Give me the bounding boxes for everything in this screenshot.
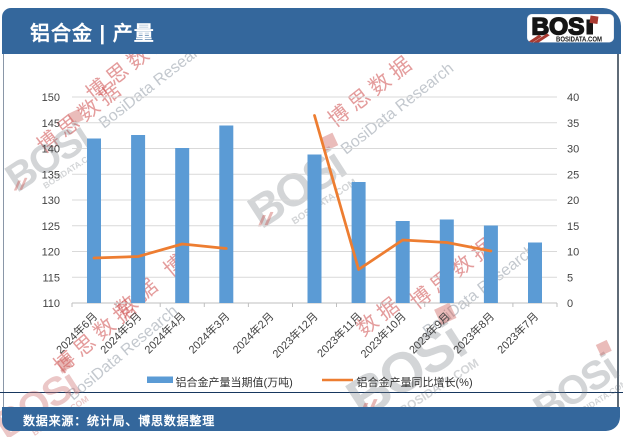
svg-text:150: 150 [42,92,60,104]
svg-text:110: 110 [42,298,60,310]
svg-text:30: 30 [567,144,579,156]
svg-text:0: 0 [567,298,573,310]
svg-text:5: 5 [567,272,573,284]
svg-text:145: 145 [42,118,60,130]
svg-text:10: 10 [567,247,579,259]
svg-text:15: 15 [567,221,579,233]
svg-text:铝合金产量当期值(万吨): 铝合金产量当期值(万吨) [176,375,293,389]
svg-text:35: 35 [567,118,579,130]
svg-text:120: 120 [42,247,60,259]
svg-text:25: 25 [567,169,579,181]
svg-text:BOSIDATA.COM: BOSIDATA.COM [556,35,602,44]
svg-text:铝合金产量同比增长(%): 铝合金产量同比增长(%) [357,375,473,389]
svg-text:40: 40 [567,92,579,104]
svg-text:20: 20 [567,195,579,207]
svg-text:115: 115 [42,272,60,284]
svg-text:125: 125 [42,221,60,233]
svg-text:135: 135 [42,169,60,181]
svg-text:140: 140 [42,144,60,156]
svg-text:130: 130 [42,195,60,207]
